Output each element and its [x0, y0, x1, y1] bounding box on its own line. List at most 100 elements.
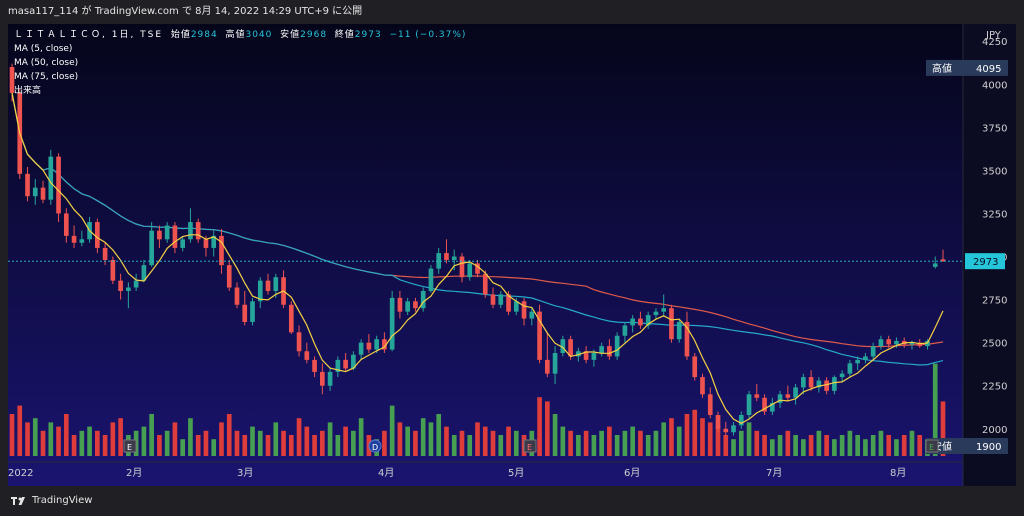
legend-high: 3040	[245, 30, 273, 40]
candle-body	[451, 256, 457, 260]
volume-bar	[413, 430, 418, 456]
event-marker-label: D	[372, 443, 378, 452]
candle-body	[653, 311, 659, 316]
candle-body	[467, 263, 473, 278]
candle-body	[754, 394, 760, 398]
volume-bar	[692, 409, 698, 456]
candle-body	[482, 273, 488, 295]
volume-bar	[257, 430, 263, 456]
volume-bar	[32, 418, 38, 456]
volume-bar	[389, 405, 395, 456]
candle-body	[544, 359, 550, 374]
x-tick-label: 3月	[237, 467, 253, 479]
volume-bar	[568, 430, 573, 456]
legend-ma50[interactable]: MA (50, close)	[14, 58, 79, 68]
candle-body	[700, 377, 705, 395]
volume-bar	[901, 435, 907, 456]
volume-bar	[707, 422, 713, 456]
candle-body	[738, 414, 744, 426]
candle-body	[389, 297, 395, 350]
candle-body	[304, 351, 310, 360]
candle-body	[110, 259, 116, 281]
x-tick-label: 8月	[890, 467, 906, 479]
candle-body	[529, 311, 535, 319]
volume-bar	[506, 426, 511, 456]
candle-body	[645, 315, 651, 326]
currency-label: JPY	[985, 30, 1002, 41]
volume-bar	[909, 430, 915, 456]
candle-body	[335, 359, 341, 372]
x-tick-label: 2月	[126, 467, 142, 479]
candle-body	[420, 290, 426, 309]
legend-open: 2984	[190, 30, 218, 40]
volume-bar	[242, 435, 248, 456]
volume-bar	[622, 430, 628, 456]
candle-body	[793, 387, 798, 398]
candle-body	[777, 394, 783, 403]
volume-bar	[25, 422, 30, 456]
volume-bar	[614, 435, 620, 456]
candle-body	[614, 335, 620, 357]
candle-body	[591, 352, 597, 360]
volume-bar	[118, 418, 123, 456]
candle-body	[599, 346, 604, 353]
volume-bar	[17, 405, 23, 456]
candle-body	[731, 425, 736, 433]
candle-body	[9, 67, 15, 93]
legend-ma75[interactable]: MA (75, close)	[14, 72, 79, 82]
x-tick-label: 5月	[508, 467, 524, 479]
candle-body	[242, 304, 248, 322]
tradingview-logo-icon[interactable]	[10, 495, 28, 507]
candle-body	[188, 222, 193, 240]
volume-bar	[9, 414, 15, 456]
candle-body	[521, 301, 527, 319]
legend-ma5[interactable]: MA (5, close)	[14, 44, 73, 54]
volume-bar	[630, 426, 635, 456]
legend-volume[interactable]: 出来高	[14, 86, 42, 96]
candle-body	[847, 363, 853, 374]
volume-bar	[863, 439, 868, 456]
candle-body	[676, 321, 682, 340]
event-marker	[523, 439, 537, 453]
candle-body	[157, 230, 162, 240]
legend-open-label: 始値	[170, 30, 191, 40]
candle-body	[296, 332, 302, 352]
price-chart[interactable]: 4250400037503500325030002750250022502000…	[8, 24, 1016, 486]
volume-bar	[917, 435, 923, 456]
legend-high-label: 高値	[225, 30, 246, 40]
high-tag	[926, 59, 1008, 76]
chart-area[interactable]: 4250400037503500325030002750250022502000…	[8, 24, 1016, 486]
y-tick-label: 3750	[982, 123, 1007, 134]
volume-bar	[110, 422, 116, 456]
legend-symbol: ＬＩＴＡＬＩＣＯ, 1日, TSE	[14, 30, 164, 40]
volume-bar	[824, 435, 829, 456]
volume-bar	[234, 430, 240, 456]
candle-body	[118, 280, 123, 291]
event-marker-label: E	[127, 443, 132, 452]
y-tick-label: 3250	[982, 209, 1007, 220]
candle-body	[552, 352, 558, 374]
candle-body	[273, 277, 279, 291]
last-price-value: 2973	[973, 257, 998, 268]
volume-bar	[870, 435, 876, 456]
candle-body	[537, 311, 542, 360]
volume-bar	[498, 435, 504, 456]
y-tick-label: 2500	[982, 339, 1007, 350]
legend-low: 2968	[300, 30, 328, 40]
volume-bar	[801, 439, 806, 456]
volume-bar	[552, 414, 558, 456]
candle-body	[63, 213, 69, 236]
candle-body	[366, 342, 372, 350]
volume-bar	[172, 422, 178, 456]
volume-bar	[405, 426, 411, 456]
legend-close: 2973	[354, 30, 382, 40]
volume-bar	[490, 430, 496, 456]
candle-body	[816, 380, 822, 388]
candle-body	[808, 377, 814, 388]
last-price-tag	[965, 253, 1005, 270]
chart-legend: ＬＩＴＡＬＩＣＯ, 1日, TSE 始値2984 高値3040 安値2968 終…	[14, 28, 466, 98]
candle-body	[56, 156, 61, 214]
footer-brand[interactable]: TradingView	[32, 495, 93, 506]
candle-body	[638, 318, 643, 326]
legend-low-label: 安値	[280, 30, 301, 40]
